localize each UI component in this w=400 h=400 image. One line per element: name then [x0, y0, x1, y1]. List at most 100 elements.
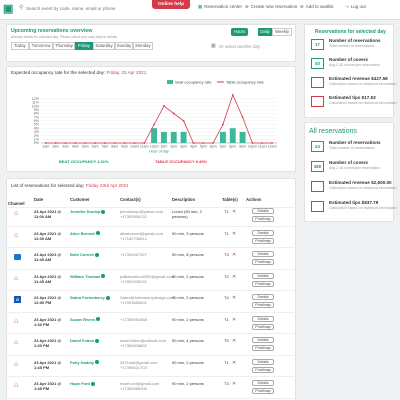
delete-icon[interactable]: ✕ [232, 316, 237, 323]
table-point [172, 112, 175, 115]
daily-view-button[interactable]: Daily [258, 28, 272, 36]
add-to-waitlist-link[interactable]: ⊕ Add to waitlist [300, 4, 334, 10]
table-occupancy-label: TABLE OCCUPANCY 8.49% [155, 159, 208, 164]
customer-name-link[interactable]: Beth Cornell [70, 252, 99, 257]
x-tick-label: 6am [92, 145, 99, 149]
column-header-customer[interactable]: Customer [70, 197, 90, 202]
details-button[interactable]: Details [252, 380, 274, 386]
customer-name-link[interactable]: Sabra Fortenberry [70, 295, 110, 300]
occupancy-title-date: Friday, 23 Apr 2021 [106, 70, 147, 75]
column-header-description[interactable]: Description [172, 197, 196, 202]
stat-value-box: 17 [311, 39, 324, 50]
print-map-button[interactable]: Print/map [252, 388, 274, 394]
customer-name-link[interactable]: Hope Ford [70, 381, 95, 386]
day-tab-today[interactable]: Today [11, 42, 29, 50]
selected-day-panel: Reservations for selected day 17 Number o… [304, 24, 397, 118]
print-map-button[interactable]: Print/map [252, 280, 274, 287]
log-out-link[interactable]: ⇢ Log out [345, 4, 366, 10]
customer-name-link[interactable]: Alice Burnett [70, 231, 100, 236]
reservation-table: T5 [224, 338, 229, 343]
reservation-description: 90 min, 2 persons [172, 273, 204, 279]
column-header-date[interactable]: Date [34, 197, 44, 202]
search-input[interactable] [26, 3, 144, 14]
customer-name-link[interactable]: Susan Rivers [70, 317, 101, 322]
app-logo[interactable]: ▣ [3, 3, 14, 15]
delete-icon[interactable]: ✕ [232, 273, 237, 280]
date-picker-input[interactable]: Or select another day [219, 44, 261, 49]
stat-label: Estimated tips $837.79 [329, 200, 379, 205]
weekly-view-button[interactable]: Weekly [272, 28, 292, 36]
customer-name-link[interactable]: William Thomas [70, 274, 106, 279]
y-tick-label: 9% [34, 108, 40, 112]
column-header-channel[interactable]: Channel [8, 201, 25, 206]
customer-name-link[interactable]: Polly Kadmy [70, 360, 100, 365]
table-point [143, 142, 146, 144]
day-tab-thursday[interactable]: Thursday [53, 42, 75, 50]
reservation-time: 1:30 PM [34, 321, 50, 327]
print-map-button[interactable]: Print/map [252, 237, 274, 244]
print-map-button[interactable]: Print/map [252, 302, 274, 308]
plus-icon: ⊕ [300, 4, 304, 9]
row-divider [6, 397, 296, 399]
print-map-button[interactable]: Print/map [252, 216, 274, 222]
info-icon [95, 360, 100, 365]
reservation-description: 90 min, 2 persons [172, 359, 204, 365]
details-button[interactable]: Details [252, 337, 274, 343]
details-button[interactable]: Details [252, 358, 274, 365]
stat-label: Estimated revenue $2,600.00 [329, 180, 392, 185]
details-button[interactable]: Details [252, 229, 274, 236]
table-point [123, 142, 126, 144]
delete-icon[interactable]: ✕ [232, 295, 237, 301]
row-divider [6, 376, 296, 377]
reservation-time: 1:45 PM [34, 386, 50, 391]
online-help-button[interactable]: Online help [152, 0, 190, 9]
plus-icon: ⊕ [245, 4, 249, 9]
details-button[interactable]: Details [252, 272, 274, 279]
x-tick-label: 2am [52, 145, 59, 149]
x-tick-label: 3am [62, 145, 69, 149]
customer-name-link[interactable]: David Fulton [70, 338, 100, 343]
day-tab-monday[interactable]: Monday [133, 42, 153, 50]
row-divider [6, 311, 296, 313]
selected-day-title: Reservations for selected day [315, 29, 386, 35]
details-button[interactable]: Details [252, 208, 274, 214]
create-reservation-link[interactable]: ⊕ Create new reservation [245, 4, 297, 10]
print-map-button[interactable]: Print/map [252, 323, 274, 330]
home-channel-icon: ⌂ [14, 231, 19, 239]
day-tab-sunday[interactable]: Sunday [115, 42, 133, 50]
delete-icon[interactable]: ✕ [232, 209, 237, 215]
print-map-button[interactable]: Print/map [252, 366, 274, 373]
reservation-date: 23 Apr 2021 @ [34, 381, 62, 386]
link-label: Log out [350, 4, 366, 9]
delete-icon[interactable]: ✕ [232, 359, 237, 366]
reservation-time: 11:45 AM [34, 278, 52, 284]
all-reservations-title: All reservations [309, 128, 357, 135]
day-tab-tomorrow[interactable]: Tomorrow [29, 42, 53, 50]
seat-bar [229, 128, 236, 143]
delete-icon[interactable]: ✕ [232, 338, 237, 344]
print-map-button[interactable]: Print/map [252, 259, 274, 265]
details-button[interactable]: Details [252, 294, 274, 300]
overview-subtitle: Already details for selected day. Please… [11, 35, 118, 39]
delete-icon[interactable]: ✕ [232, 381, 237, 387]
stat-label: Number of covers [329, 160, 369, 165]
day-tab-friday[interactable]: Friday [75, 42, 93, 50]
delete-icon[interactable]: ✕ [232, 252, 237, 258]
column-header-tables[interactable]: Table(s) [222, 197, 238, 202]
customer-name-link[interactable]: Jennifer Dunlop [70, 209, 106, 214]
reservation-center-link[interactable]: ▦ Reservation center [198, 4, 242, 10]
delete-icon[interactable]: ✕ [232, 230, 237, 237]
hours-button[interactable]: Hours [231, 28, 248, 36]
computer-channel-icon [14, 254, 21, 260]
y-tick-label: 4% [34, 126, 40, 130]
details-button[interactable]: Details [252, 251, 274, 257]
details-button[interactable]: Details [252, 315, 274, 322]
day-tab-saturday[interactable]: Saturday [93, 42, 115, 50]
column-header-actions[interactable]: Actions [246, 197, 262, 202]
table-point [45, 142, 47, 144]
column-header-contacts[interactable]: Contact(s) [120, 197, 141, 202]
row-divider [6, 225, 296, 227]
print-map-button[interactable]: Print/map [252, 345, 274, 351]
y-tick-label: 3% [34, 130, 40, 134]
row-divider [6, 247, 296, 248]
